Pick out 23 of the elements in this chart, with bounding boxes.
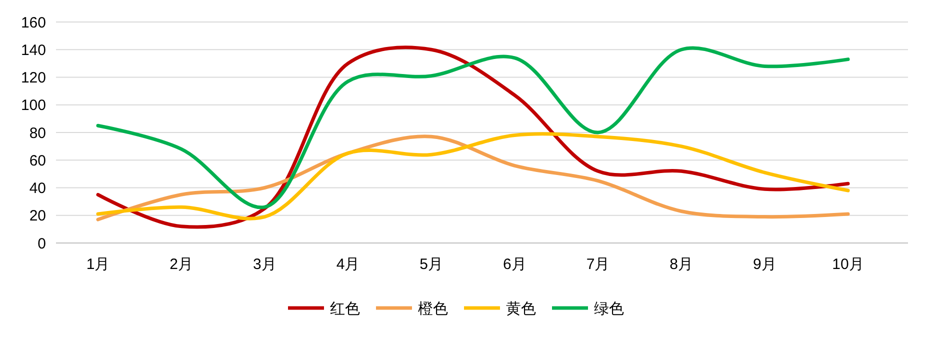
y-tick-label: 80 [29,124,46,142]
x-tick-label: 3月 [252,256,276,273]
x-tick-label: 10月 [832,256,864,273]
x-tick-label: 9月 [752,256,776,273]
y-tick-label: 40 [29,180,46,197]
y-tick-label: 140 [20,42,46,59]
x-tick-label: 1月 [86,256,110,273]
x-tick-label: 4月 [336,256,360,273]
y-tick-label: 20 [29,208,46,225]
x-tick-label: 2月 [170,256,194,273]
legend-label: 黄色 [506,300,536,318]
x-tick-label: 5月 [420,256,444,273]
y-tick-label: 120 [20,70,46,86]
legend-label: 红色 [330,300,360,318]
y-tick-label: 100 [20,97,46,114]
legend-label: 橙色 [418,300,448,318]
x-tick-label: 6月 [502,256,526,273]
y-tick-label: 0 [38,235,46,252]
legend-label: 绿色 [594,300,624,318]
y-tick-label: 160 [20,14,46,32]
y-tick-label: 60 [29,152,46,170]
x-tick-label: 8月 [670,256,694,273]
x-tick-label: 7月 [586,256,610,273]
